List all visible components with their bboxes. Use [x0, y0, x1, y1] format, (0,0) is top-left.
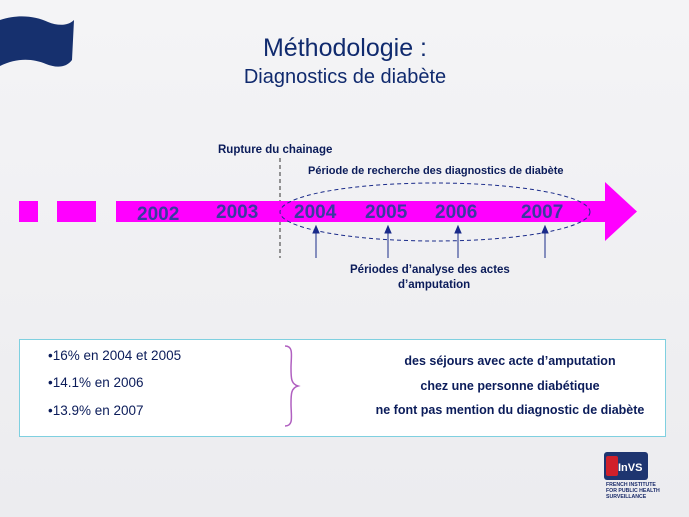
stat-text-line1: des séjours avec acte d’amputation: [404, 354, 616, 368]
year-2004: 2004: [294, 202, 337, 223]
year-2003: 2003: [216, 202, 258, 223]
stat-text-line2: chez une personne diabétique: [420, 379, 600, 393]
analysis-label-line1: Périodes d’analyse des actes: [350, 264, 510, 276]
logo-short: InVS: [618, 462, 642, 474]
page-title: Méthodologie :: [262, 34, 427, 62]
rupture-label: Rupture du chainage: [218, 144, 333, 156]
flag-icon: [0, 16, 74, 67]
analysis-label-line2: d’amputation: [398, 279, 471, 291]
search-period-ellipse: [279, 182, 591, 242]
logo-line1: FRENCH INSTITUTE: [606, 482, 656, 488]
logo-caption: FRENCH INSTITUTE FOR PUBLIC HEALTH SURVE…: [606, 482, 660, 500]
year-2005: 2005: [365, 202, 408, 223]
logo-line3: SURVEILLANCE: [606, 494, 647, 500]
year-2002: 2002: [137, 204, 179, 225]
stat-bullet-3: •13.9% en 2007: [48, 403, 144, 418]
year-2007: 2007: [521, 202, 563, 223]
stat-bullet-2: •14.1% en 2006: [48, 375, 144, 390]
arrow-segment-1: [19, 201, 38, 222]
brace-icon: [284, 345, 301, 427]
stats-box: •16% en 2004 et 2005 •14.1% en 2006 •13.…: [19, 339, 666, 437]
stat-bullet-1: •16% en 2004 et 2005: [48, 348, 182, 363]
invs-logo: InVS: [604, 452, 648, 480]
year-2006: 2006: [435, 202, 477, 223]
logo-line2: FOR PUBLIC HEALTH: [606, 488, 660, 494]
stat-text-line3: ne font pas mention du diagnostic de dia…: [375, 403, 645, 417]
arrow-body: [116, 182, 637, 241]
timeline-graphic: 2002 2003 2004 2005 2006 2007: [19, 158, 637, 258]
arrow-segment-2: [57, 201, 96, 222]
search-period-label: Période de recherche des diagnostics de …: [308, 165, 564, 177]
page-subtitle: Diagnostics de diabète: [243, 66, 447, 88]
